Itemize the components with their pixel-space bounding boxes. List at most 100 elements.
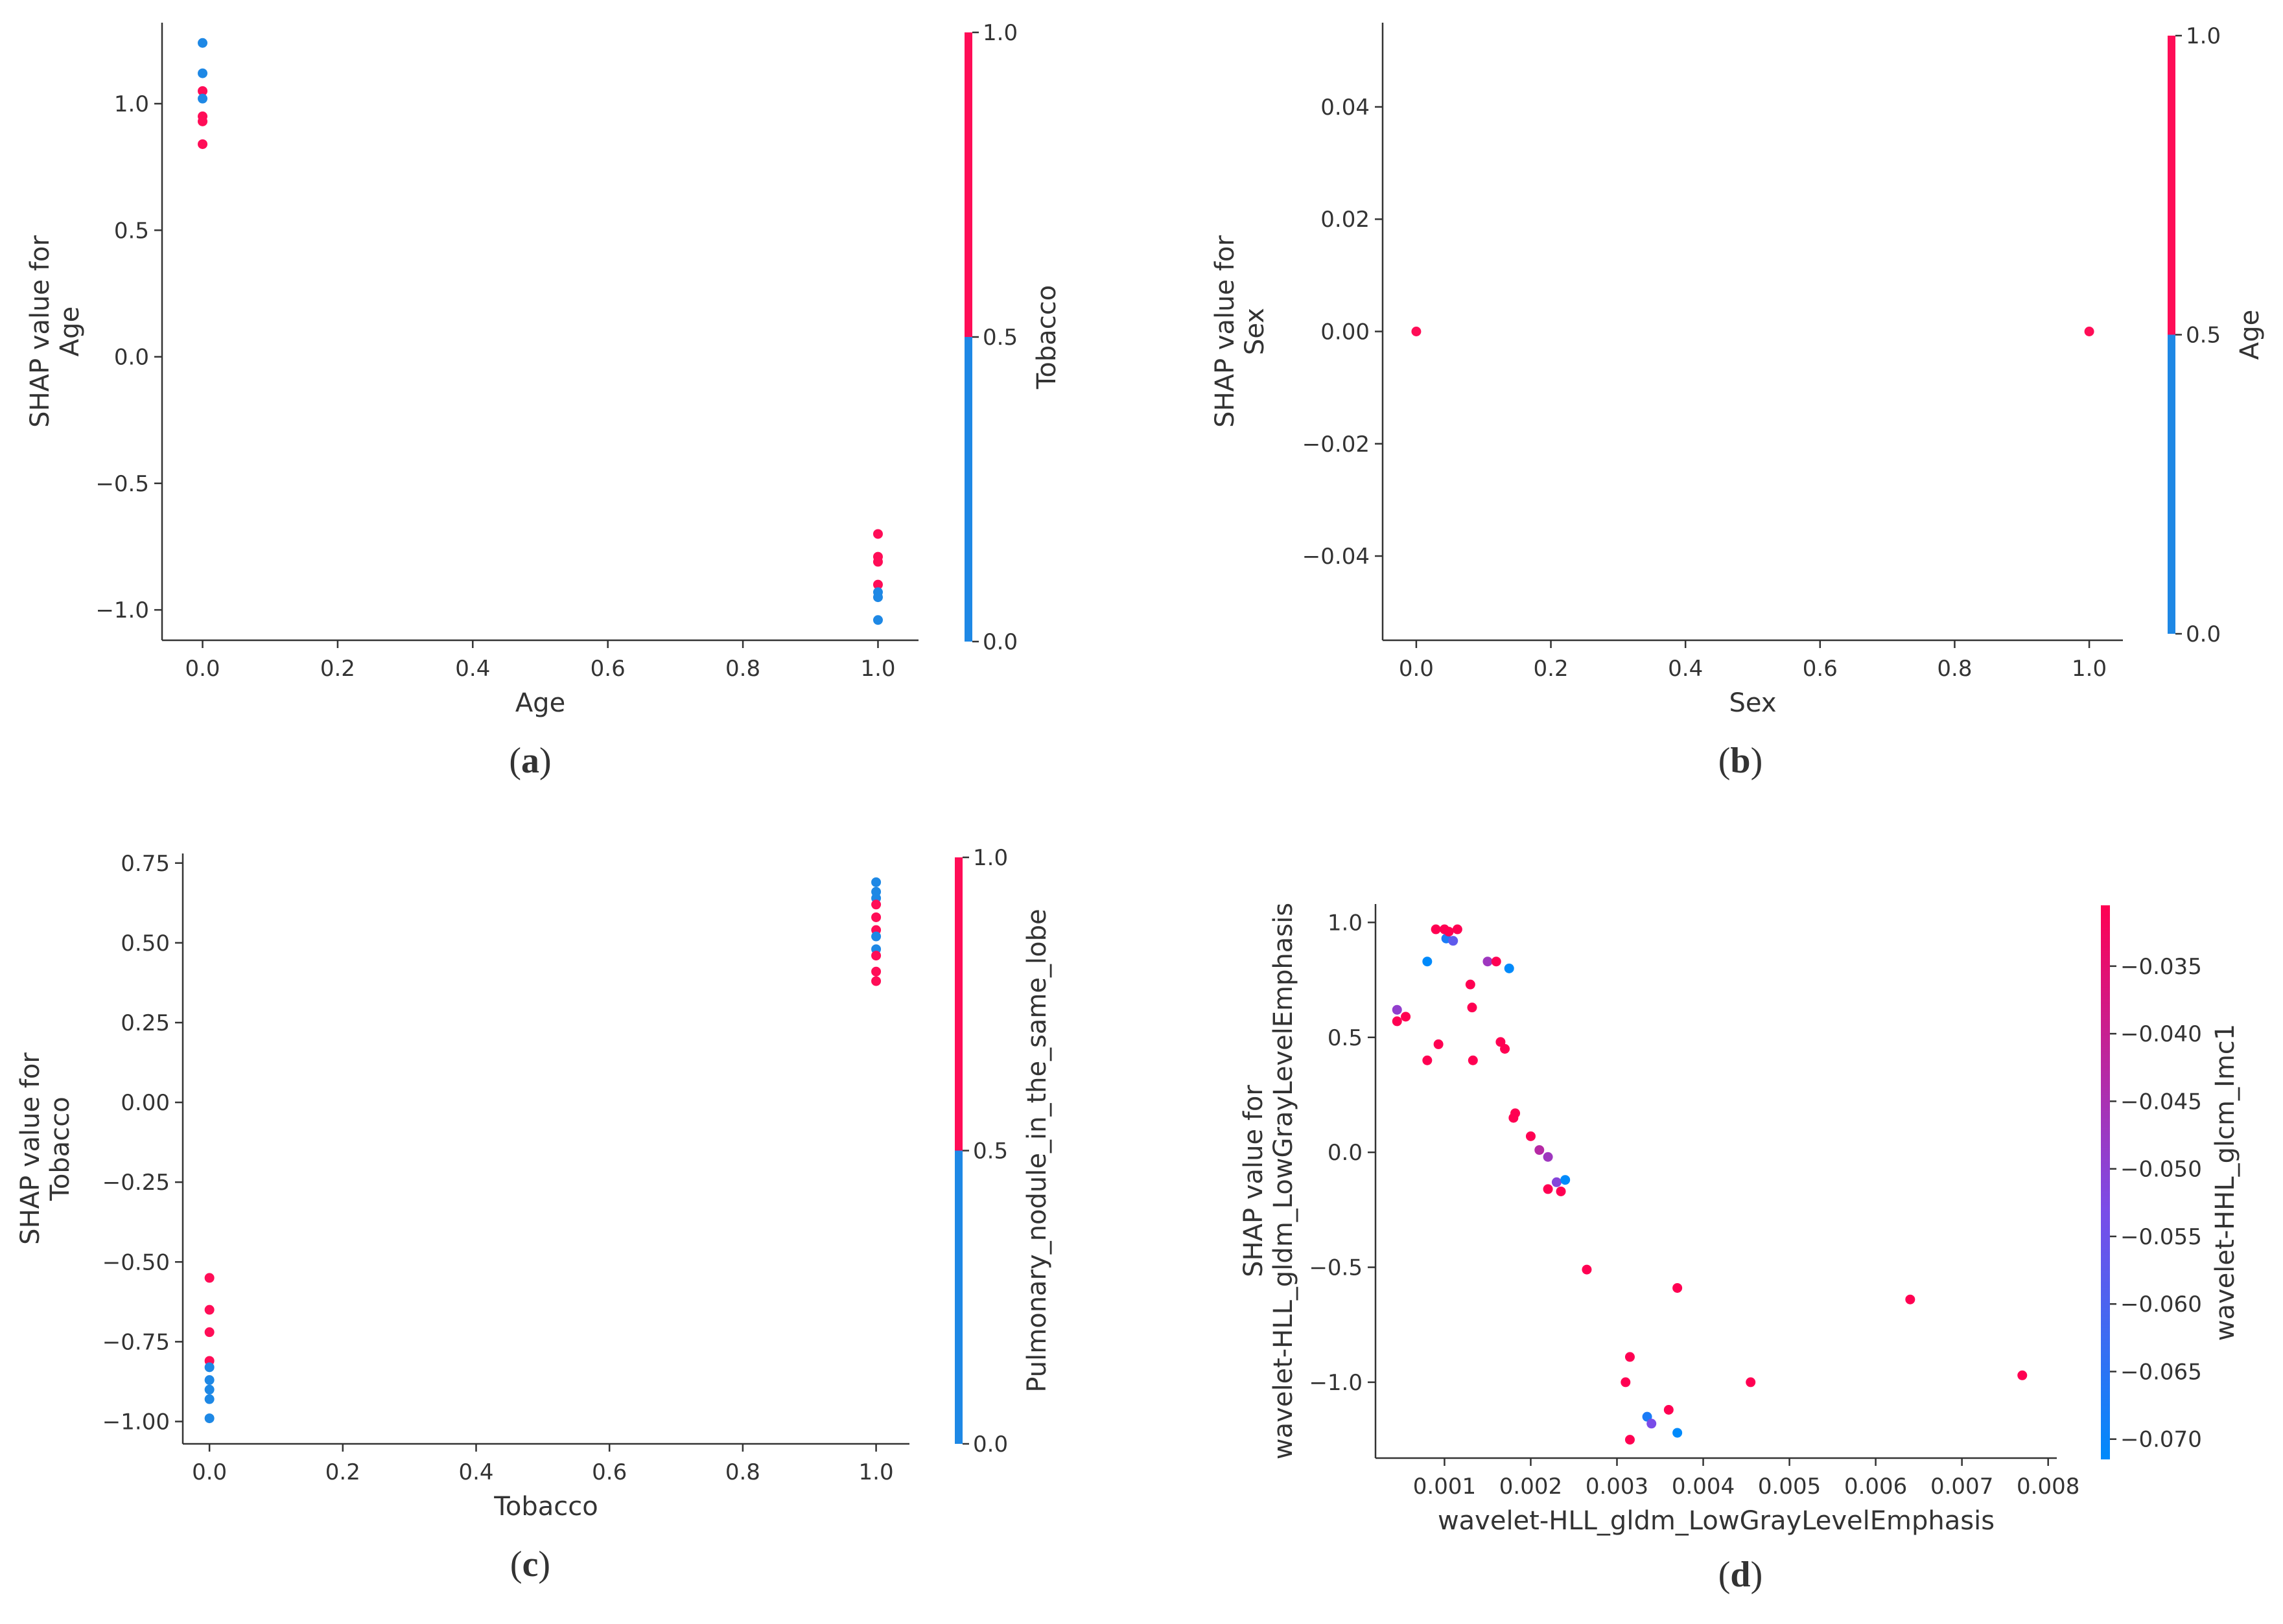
- data-point: [1422, 1055, 1433, 1065]
- x-tick-label: 1.0: [860, 656, 895, 682]
- x-tick-label: 0.007: [1930, 1474, 1993, 1500]
- y-tick-label: 0.00: [121, 1090, 170, 1116]
- x-tick-label: 0.005: [1758, 1474, 1821, 1500]
- colorbar-tick-label: 0.0: [973, 1432, 1008, 1457]
- data-point: [1624, 1352, 1635, 1362]
- x-tick-label: 0.8: [725, 656, 760, 682]
- data-point: [198, 116, 208, 126]
- data-point: [1467, 1003, 1477, 1013]
- data-point: [2017, 1370, 2028, 1380]
- x-tick-label: 0.6: [591, 656, 626, 682]
- colorbar-high-segment: [965, 32, 972, 337]
- data-point: [198, 38, 208, 48]
- data-point: [872, 557, 883, 567]
- data-point: [1433, 1039, 1444, 1049]
- x-axis-label: Tobacco: [493, 1492, 598, 1522]
- data-point: [1465, 979, 1475, 990]
- data-point: [1560, 1175, 1571, 1185]
- y-tick-label: 0.04: [1320, 95, 1370, 121]
- y-axis-label-line: SHAP value for: [25, 235, 55, 428]
- y-tick-label: −0.5: [1309, 1255, 1363, 1281]
- y-axis-label-line: SHAP value for: [16, 1052, 45, 1245]
- data-point: [1646, 1419, 1657, 1429]
- data-point: [1411, 327, 1422, 336]
- y-tick-label: 0.5: [1328, 1025, 1363, 1051]
- x-tick-label: 1.0: [2072, 656, 2107, 682]
- colorbar-label: Tobacco: [1032, 285, 1062, 389]
- data-point: [1452, 924, 1462, 934]
- data-point: [871, 899, 882, 910]
- data-point: [204, 1413, 215, 1424]
- x-axis-label: Sex: [1729, 688, 1777, 718]
- colorbar-low-segment: [2168, 334, 2175, 634]
- data-point: [1556, 1186, 1566, 1196]
- data-point: [1431, 924, 1441, 934]
- y-axis-label-line: Sex: [1240, 308, 1270, 355]
- data-point: [1422, 957, 1433, 967]
- y-tick-label: 0.25: [121, 1010, 170, 1036]
- colorbar-tick-label: −0.040: [2120, 1021, 2202, 1047]
- data-point: [871, 912, 882, 922]
- colorbar: 0.0 0.5 1.0 Pulmonary_nodule_in_the_same_lo…: [955, 845, 1052, 1457]
- data-point: [198, 68, 208, 78]
- chart-panel-b: 0.0 0.2 0.4 0.6 0.8 1.0 −0.04 −0.02 0.00 0.02 0.04…: [1210, 23, 2265, 781]
- data-point: [1746, 1377, 1756, 1387]
- data-point: [1500, 1044, 1510, 1054]
- x-tick-label: 0.8: [725, 1459, 760, 1485]
- data-points: [1392, 924, 2028, 1445]
- data-point: [198, 86, 208, 96]
- x-axis-label: Age: [515, 688, 565, 718]
- data-point: [872, 592, 883, 603]
- y-tick-label: 0.50: [121, 931, 170, 957]
- x-tick-label: 0.0: [185, 656, 220, 682]
- data-point: [1624, 1435, 1635, 1445]
- colorbar: 0.0 0.5 1.0 Tobacco: [965, 20, 1062, 655]
- colorbar-tick-label: −0.060: [2120, 1292, 2202, 1317]
- colorbar-label: wavelet-HHL_glcm_Imc1: [2210, 1024, 2240, 1341]
- panel-caption: (a): [509, 741, 551, 781]
- x-tick-label: 0.2: [1534, 656, 1569, 682]
- colorbar: −0.035 −0.040 −0.045 −0.050 −0.055 −0.060 −0.0…: [2101, 905, 2240, 1459]
- y-tick-label: −0.04: [1302, 544, 1370, 570]
- y-axis-label: SHAP value for Age: [25, 235, 85, 428]
- data-point: [198, 139, 208, 149]
- data-point: [1448, 936, 1458, 946]
- data-point: [1672, 1282, 1683, 1293]
- data-point: [1621, 1377, 1631, 1387]
- colorbar-tick-label: −0.045: [2120, 1089, 2202, 1115]
- data-point: [872, 529, 883, 539]
- x-tick-label: 1.0: [859, 1459, 894, 1485]
- data-point: [1468, 1055, 1478, 1065]
- data-point: [198, 93, 208, 104]
- x-tick-label: 0.006: [1844, 1474, 1907, 1500]
- data-point: [872, 579, 883, 590]
- data-point: [1392, 1004, 1402, 1015]
- y-axis-label-line: SHAP value for: [1210, 235, 1240, 428]
- data-point: [1663, 1404, 1674, 1415]
- panel-caption: (b): [1718, 741, 1762, 781]
- data-point: [1491, 957, 1501, 967]
- x-tick-label: 0.001: [1413, 1474, 1476, 1500]
- data-point: [204, 1327, 215, 1338]
- data-point: [871, 976, 882, 986]
- colorbar-tick-label: 1.0: [983, 20, 1018, 46]
- data-point: [1444, 927, 1454, 937]
- data-point: [1392, 1016, 1402, 1027]
- data-point: [204, 1375, 215, 1386]
- y-axis-label-line: wavelet-HLL_gldm_LowGrayLevelEmphasis: [1269, 903, 1298, 1459]
- colorbar-tick-label: −0.065: [2120, 1359, 2202, 1385]
- panel-caption: (c): [510, 1544, 550, 1584]
- data-point: [1401, 1012, 1411, 1022]
- colorbar-label: Pulmonary_nodule_in_the_same_lobe: [1022, 909, 1052, 1392]
- colorbar-tick-label: 1.0: [973, 845, 1008, 871]
- y-tick-label: −1.00: [102, 1409, 170, 1435]
- data-point: [871, 966, 882, 977]
- x-tick-label: 0.2: [325, 1459, 360, 1485]
- y-tick-label: 0.0: [114, 345, 149, 371]
- data-points: [198, 38, 883, 625]
- data-point: [1582, 1264, 1592, 1275]
- chart-panel-c: 0.0 0.2 0.4 0.6 0.8 1.0 −1.00 −0.75 −0.50 −0.25 0.…: [16, 845, 1052, 1584]
- x-tick-label: 0.6: [1803, 656, 1838, 682]
- y-tick-label: 0.00: [1320, 319, 1370, 345]
